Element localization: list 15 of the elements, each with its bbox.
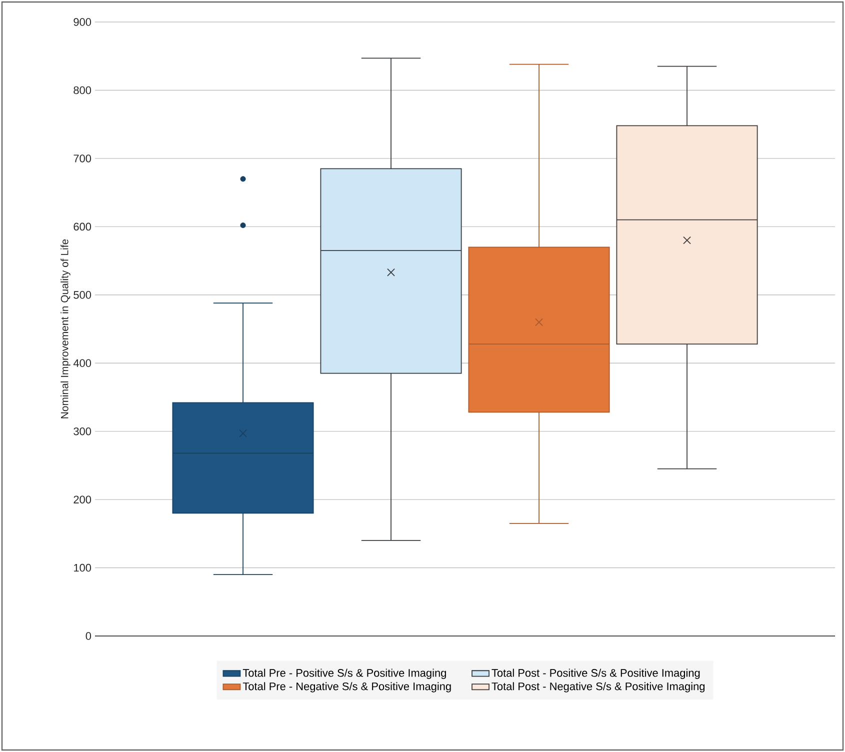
y-tick-label: 600 — [74, 222, 92, 231]
y-tick-label: 900 — [74, 18, 92, 26]
y-tick-label: 100 — [74, 564, 92, 572]
y-tick-label: 400 — [73, 359, 92, 367]
legend-label: Total Post - Positive S/s & Positive Imaging — [492, 668, 700, 679]
legend-label: Total Pre - Negative S/s & Positive Imaging — [242, 682, 451, 692]
y-tick-label: 800 — [74, 86, 92, 94]
y-tick-label: 300 — [74, 427, 92, 436]
legend-label: Total Post - Negative S/s & Positive Imaging — [492, 682, 705, 692]
y-tick-label: 500 — [74, 291, 92, 299]
y-tick-label: 700 — [74, 154, 92, 162]
y-tick-label: 0 — [86, 632, 92, 640]
y-tick-label: 200 — [74, 496, 92, 504]
y-axis-title: Nominal Improvement in Quality of Life — [60, 239, 70, 418]
legend-label: Total Pre - Positive S/s & Positive Imaging — [242, 668, 446, 679]
